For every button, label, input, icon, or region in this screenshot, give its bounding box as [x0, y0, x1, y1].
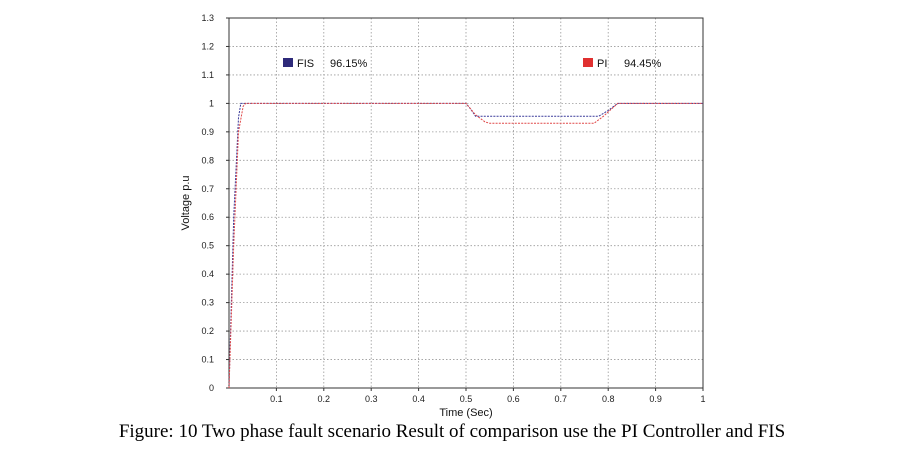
- series-lines: [228, 102, 703, 389]
- y-tick-label: 0.2: [201, 326, 214, 336]
- x-tick-label: 0.5: [460, 394, 473, 404]
- y-tick-label: 0.1: [201, 355, 214, 365]
- y-tick-label: 0.9: [201, 127, 214, 137]
- y-tick-label: 1.1: [201, 70, 214, 80]
- legend: FIS 96.15% PI 94.45%: [283, 58, 662, 70]
- x-tick-label: 0.4: [412, 394, 425, 404]
- voltage-chart: 0.1 0.2 0.3 0.4 0.5 0.6 0.7 0.8 0.9 1 00.10.20.30…: [180, 13, 706, 419]
- x-ticks: 0.1 0.2 0.3 0.4 0.5 0.6 0.7 0.8 0.9 1: [270, 388, 706, 404]
- y-tick-label: 0: [209, 383, 214, 393]
- series-line-pi: [228, 102, 703, 389]
- y-tick-label: 0.6: [201, 212, 214, 222]
- x-tick-label: 0.7: [555, 394, 568, 404]
- y-tick-label: 1: [209, 98, 214, 108]
- x-tick-label: 0.2: [318, 394, 331, 404]
- x-tick-label: 0.6: [507, 394, 520, 404]
- y-tick-label: 0.8: [201, 155, 214, 165]
- y-tick-label: 1.3: [201, 13, 214, 23]
- plot-frame: [228, 17, 704, 389]
- y-tick-label: 1.2: [201, 41, 214, 51]
- legend-label-fis: FIS: [297, 58, 314, 70]
- y-tick-label: 0.4: [201, 269, 214, 279]
- legend-label-pi: PI: [597, 58, 607, 70]
- x-tick-label: 1: [700, 394, 705, 404]
- grid: [229, 17, 704, 389]
- x-tick-label: 0.9: [649, 394, 662, 404]
- y-tick-label: 0.3: [201, 298, 214, 308]
- legend-swatch-pi: [583, 58, 593, 67]
- x-tick-label: 0.8: [602, 394, 615, 404]
- legend-value-fis: 96.15%: [330, 58, 368, 70]
- x-axis-label: Time (Sec): [439, 407, 492, 419]
- y-tick-label: 0.5: [201, 241, 214, 251]
- figure-caption: Figure: 10 Two phase fault scenario Resu…: [118, 421, 786, 442]
- y-ticks: 0 0.1 0.2 0.3 0.4 0.5 0.6 0.7 0.8 0.9 1 1.1 1.2 1.3: [201, 13, 229, 393]
- x-tick-label: 0.3: [365, 394, 378, 404]
- y-tick-label: 0.7: [201, 184, 214, 194]
- x-tick-label: 0.1: [270, 394, 283, 404]
- y-axis-label: Voltage p.u: [180, 175, 192, 230]
- legend-value-pi: 94.45%: [624, 58, 662, 70]
- legend-swatch-fis: [283, 58, 293, 67]
